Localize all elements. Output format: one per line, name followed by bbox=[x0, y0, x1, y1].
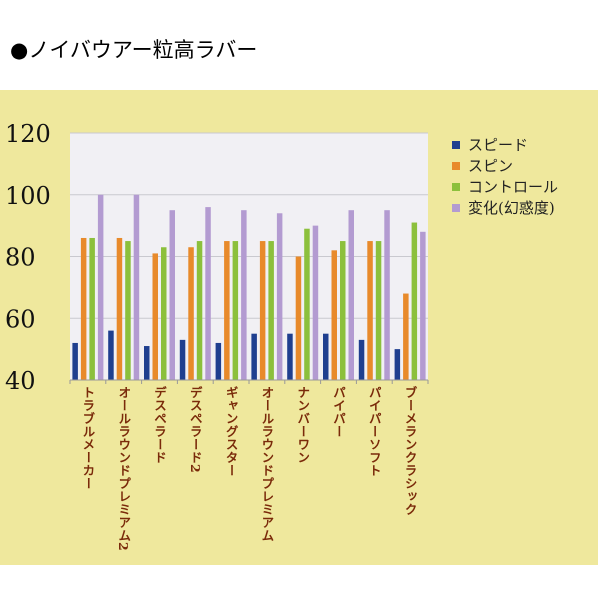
y-tick-label: 80 bbox=[5, 244, 36, 272]
page-title: ●ノイバウアー粒高ラバー bbox=[10, 38, 258, 62]
bar bbox=[384, 210, 390, 380]
bar bbox=[340, 241, 346, 380]
x-tick-label: オールラウンドプレミアム bbox=[259, 386, 274, 542]
bar-chart: 40 60 80 100 120 トラブルメーカー オールラウンドプレミアム2 デスペラード デ… bbox=[5, 120, 429, 551]
bar bbox=[215, 342, 222, 380]
bar bbox=[224, 241, 230, 380]
bar bbox=[323, 333, 329, 380]
x-tick-label: トラブルメーカー bbox=[80, 386, 95, 490]
y-tick-label: 100 bbox=[5, 182, 51, 210]
bar bbox=[152, 253, 158, 380]
y-tick-label: 60 bbox=[5, 305, 36, 333]
legend-label: スピード bbox=[468, 136, 529, 154]
bar bbox=[251, 333, 257, 380]
bar bbox=[295, 256, 302, 380]
bar bbox=[394, 349, 401, 380]
bar bbox=[268, 241, 274, 380]
bar bbox=[144, 346, 150, 380]
x-tick-label: デスペラード2 bbox=[188, 385, 203, 473]
legend-swatch bbox=[452, 140, 460, 149]
bar bbox=[116, 237, 123, 380]
bar bbox=[411, 222, 418, 380]
x-tick-label: パイパーソフト bbox=[367, 386, 382, 477]
legend-item: 変化(幻惑度) bbox=[452, 197, 558, 218]
bar bbox=[367, 241, 373, 380]
legend-swatch bbox=[452, 203, 460, 212]
bar bbox=[97, 194, 104, 380]
bar bbox=[375, 241, 382, 380]
bar bbox=[259, 241, 266, 380]
bar bbox=[287, 333, 293, 380]
bar bbox=[331, 250, 337, 380]
legend-item: スピン bbox=[452, 155, 558, 176]
x-tick-label: デスペラード bbox=[152, 385, 167, 464]
bar bbox=[232, 241, 239, 380]
bar bbox=[420, 231, 426, 380]
bar bbox=[241, 210, 247, 380]
bar bbox=[312, 225, 319, 380]
y-tick-label: 120 bbox=[5, 120, 51, 148]
chart-panel: 40 60 80 100 120 トラブルメーカー オールラウンドプレミアム2 デスペラード デ… bbox=[0, 90, 598, 565]
bar bbox=[169, 210, 175, 380]
bar bbox=[196, 241, 203, 380]
legend-swatch bbox=[452, 182, 460, 191]
legend-label: コントロール bbox=[468, 178, 559, 196]
bar bbox=[133, 194, 140, 380]
y-tick-label: 40 bbox=[5, 367, 36, 395]
x-tick-label: ギャングスター bbox=[224, 385, 239, 477]
bar bbox=[304, 228, 310, 380]
legend-item: スピード bbox=[452, 134, 558, 155]
bar bbox=[276, 213, 283, 380]
bar bbox=[205, 207, 211, 380]
bar bbox=[89, 237, 95, 380]
x-tick-label: パイパー bbox=[331, 386, 346, 438]
bar bbox=[403, 293, 409, 380]
bar bbox=[72, 342, 78, 380]
bar bbox=[161, 247, 167, 380]
x-tick-label: オールラウンドプレミアム2 bbox=[116, 386, 131, 551]
bar bbox=[188, 247, 194, 380]
bar bbox=[125, 241, 131, 380]
legend-item: コントロール bbox=[452, 176, 558, 197]
x-tick-label: ブーメランクラシック bbox=[403, 385, 418, 516]
bar bbox=[348, 210, 354, 380]
legend-label: スピン bbox=[468, 157, 514, 175]
legend: スピードスピンコントロール 変化(幻惑度) bbox=[452, 134, 558, 218]
x-tick-label: ナンバーワン bbox=[295, 386, 310, 464]
bar bbox=[358, 339, 365, 380]
bar bbox=[179, 339, 186, 380]
legend-swatch bbox=[452, 161, 460, 170]
legend-label: 変化(幻惑度) bbox=[468, 199, 555, 217]
bar bbox=[108, 330, 114, 380]
bar bbox=[80, 237, 87, 380]
